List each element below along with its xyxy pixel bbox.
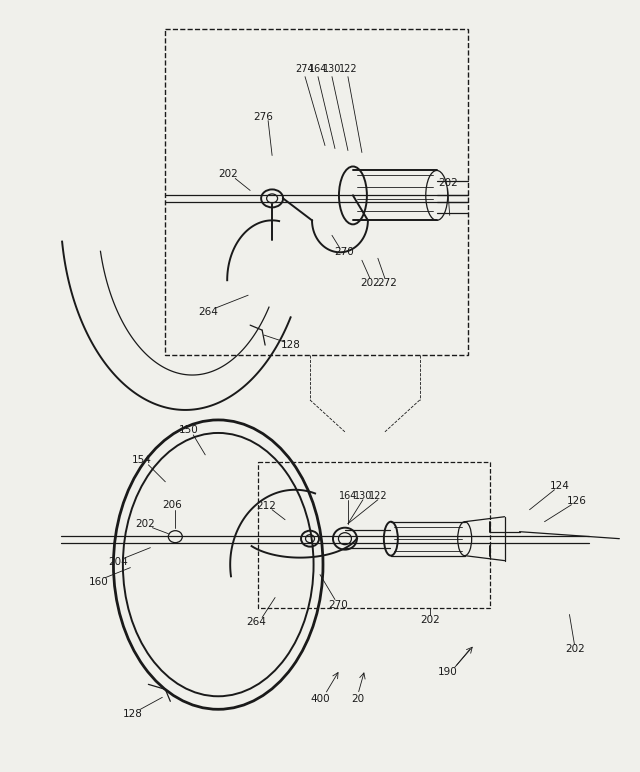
- Text: 160: 160: [88, 577, 108, 587]
- Text: 202: 202: [218, 170, 238, 179]
- Text: 122: 122: [339, 64, 357, 73]
- Text: 276: 276: [253, 112, 273, 121]
- Text: 130: 130: [323, 64, 341, 73]
- Text: 202: 202: [566, 645, 586, 655]
- Text: 202: 202: [438, 178, 458, 188]
- Text: 122: 122: [369, 491, 387, 501]
- Text: 164: 164: [309, 64, 327, 73]
- Text: 264: 264: [198, 307, 218, 317]
- Text: 154: 154: [131, 455, 151, 465]
- Text: 400: 400: [310, 694, 330, 704]
- Text: 270: 270: [328, 600, 348, 610]
- Text: 202: 202: [360, 278, 380, 288]
- Text: 164: 164: [339, 491, 357, 501]
- Text: 274: 274: [296, 64, 314, 73]
- Text: 128: 128: [122, 709, 142, 720]
- Bar: [165, 29, 468, 355]
- Text: 190: 190: [438, 667, 458, 677]
- Text: 264: 264: [246, 618, 266, 628]
- Text: 202: 202: [136, 519, 156, 529]
- Text: 212: 212: [256, 501, 276, 511]
- Text: 150: 150: [179, 425, 198, 435]
- Text: 126: 126: [566, 496, 586, 506]
- Text: 202: 202: [420, 615, 440, 625]
- Text: 128: 128: [281, 340, 301, 350]
- Bar: [258, 462, 490, 608]
- Text: 204: 204: [109, 557, 128, 567]
- Text: 124: 124: [550, 481, 570, 491]
- Text: 270: 270: [334, 247, 354, 257]
- Text: 20: 20: [351, 694, 365, 704]
- Text: 206: 206: [163, 499, 182, 510]
- Text: 130: 130: [354, 491, 372, 501]
- Text: 272: 272: [377, 278, 397, 288]
